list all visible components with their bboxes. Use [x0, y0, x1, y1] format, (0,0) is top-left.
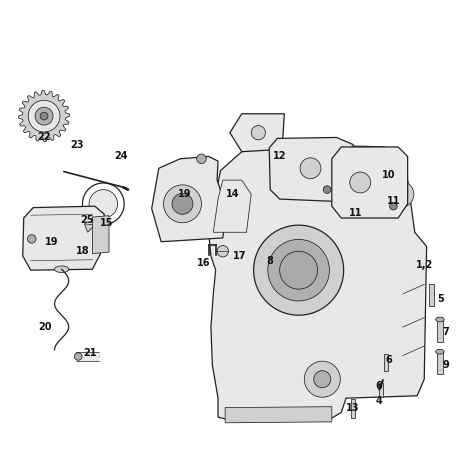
Bar — [351, 399, 355, 418]
Text: 23: 23 — [71, 139, 84, 150]
Polygon shape — [269, 137, 353, 201]
Circle shape — [164, 185, 201, 223]
Polygon shape — [152, 156, 227, 242]
Text: 15: 15 — [100, 218, 113, 228]
Ellipse shape — [55, 266, 69, 273]
Text: 4: 4 — [376, 395, 383, 406]
Circle shape — [89, 190, 118, 218]
Text: 13: 13 — [346, 402, 360, 413]
Bar — [379, 383, 383, 397]
Circle shape — [27, 235, 36, 243]
Polygon shape — [209, 145, 427, 422]
Text: 11: 11 — [349, 208, 362, 219]
Text: 22: 22 — [37, 132, 51, 143]
Ellipse shape — [76, 352, 99, 361]
Polygon shape — [225, 407, 332, 423]
Text: 7: 7 — [442, 327, 449, 337]
Text: 24: 24 — [114, 151, 128, 162]
Circle shape — [40, 112, 48, 120]
Bar — [437, 319, 443, 342]
Text: 18: 18 — [76, 246, 90, 256]
Circle shape — [395, 189, 406, 200]
Text: 17: 17 — [233, 251, 246, 261]
Circle shape — [280, 251, 318, 289]
Text: 1,2: 1,2 — [416, 260, 433, 271]
Text: 12: 12 — [273, 151, 286, 162]
Polygon shape — [18, 91, 70, 142]
Circle shape — [268, 239, 329, 301]
Circle shape — [304, 361, 340, 397]
Circle shape — [172, 193, 193, 214]
Text: 14: 14 — [226, 189, 239, 200]
Text: 6: 6 — [376, 381, 383, 392]
Text: 19: 19 — [178, 189, 191, 200]
Ellipse shape — [436, 349, 444, 354]
Text: 16: 16 — [197, 258, 210, 268]
Circle shape — [350, 172, 371, 193]
Polygon shape — [213, 180, 251, 232]
Circle shape — [197, 154, 206, 164]
Text: 9: 9 — [442, 360, 449, 370]
Bar — [429, 284, 434, 306]
Text: 25: 25 — [80, 215, 93, 226]
Polygon shape — [92, 216, 109, 254]
Text: 8: 8 — [267, 255, 273, 266]
Circle shape — [323, 186, 331, 193]
Text: 20: 20 — [38, 322, 52, 332]
Polygon shape — [23, 206, 104, 270]
Circle shape — [390, 202, 397, 210]
Polygon shape — [332, 147, 408, 218]
Circle shape — [217, 246, 228, 257]
Text: 10: 10 — [382, 170, 395, 181]
Circle shape — [387, 181, 414, 208]
Polygon shape — [84, 224, 95, 232]
Text: 6: 6 — [385, 355, 392, 365]
Circle shape — [254, 225, 344, 315]
Circle shape — [35, 107, 53, 125]
Circle shape — [314, 371, 331, 388]
Bar — [384, 354, 388, 371]
Text: 5: 5 — [438, 293, 444, 304]
Text: 19: 19 — [46, 237, 59, 247]
Polygon shape — [230, 114, 284, 152]
Text: 11: 11 — [387, 196, 400, 207]
Circle shape — [251, 126, 265, 140]
Bar — [76, 352, 99, 361]
Circle shape — [74, 353, 82, 360]
Ellipse shape — [436, 317, 444, 322]
Bar — [437, 352, 443, 374]
Circle shape — [28, 100, 60, 132]
Circle shape — [300, 158, 321, 179]
Text: 21: 21 — [83, 348, 97, 358]
